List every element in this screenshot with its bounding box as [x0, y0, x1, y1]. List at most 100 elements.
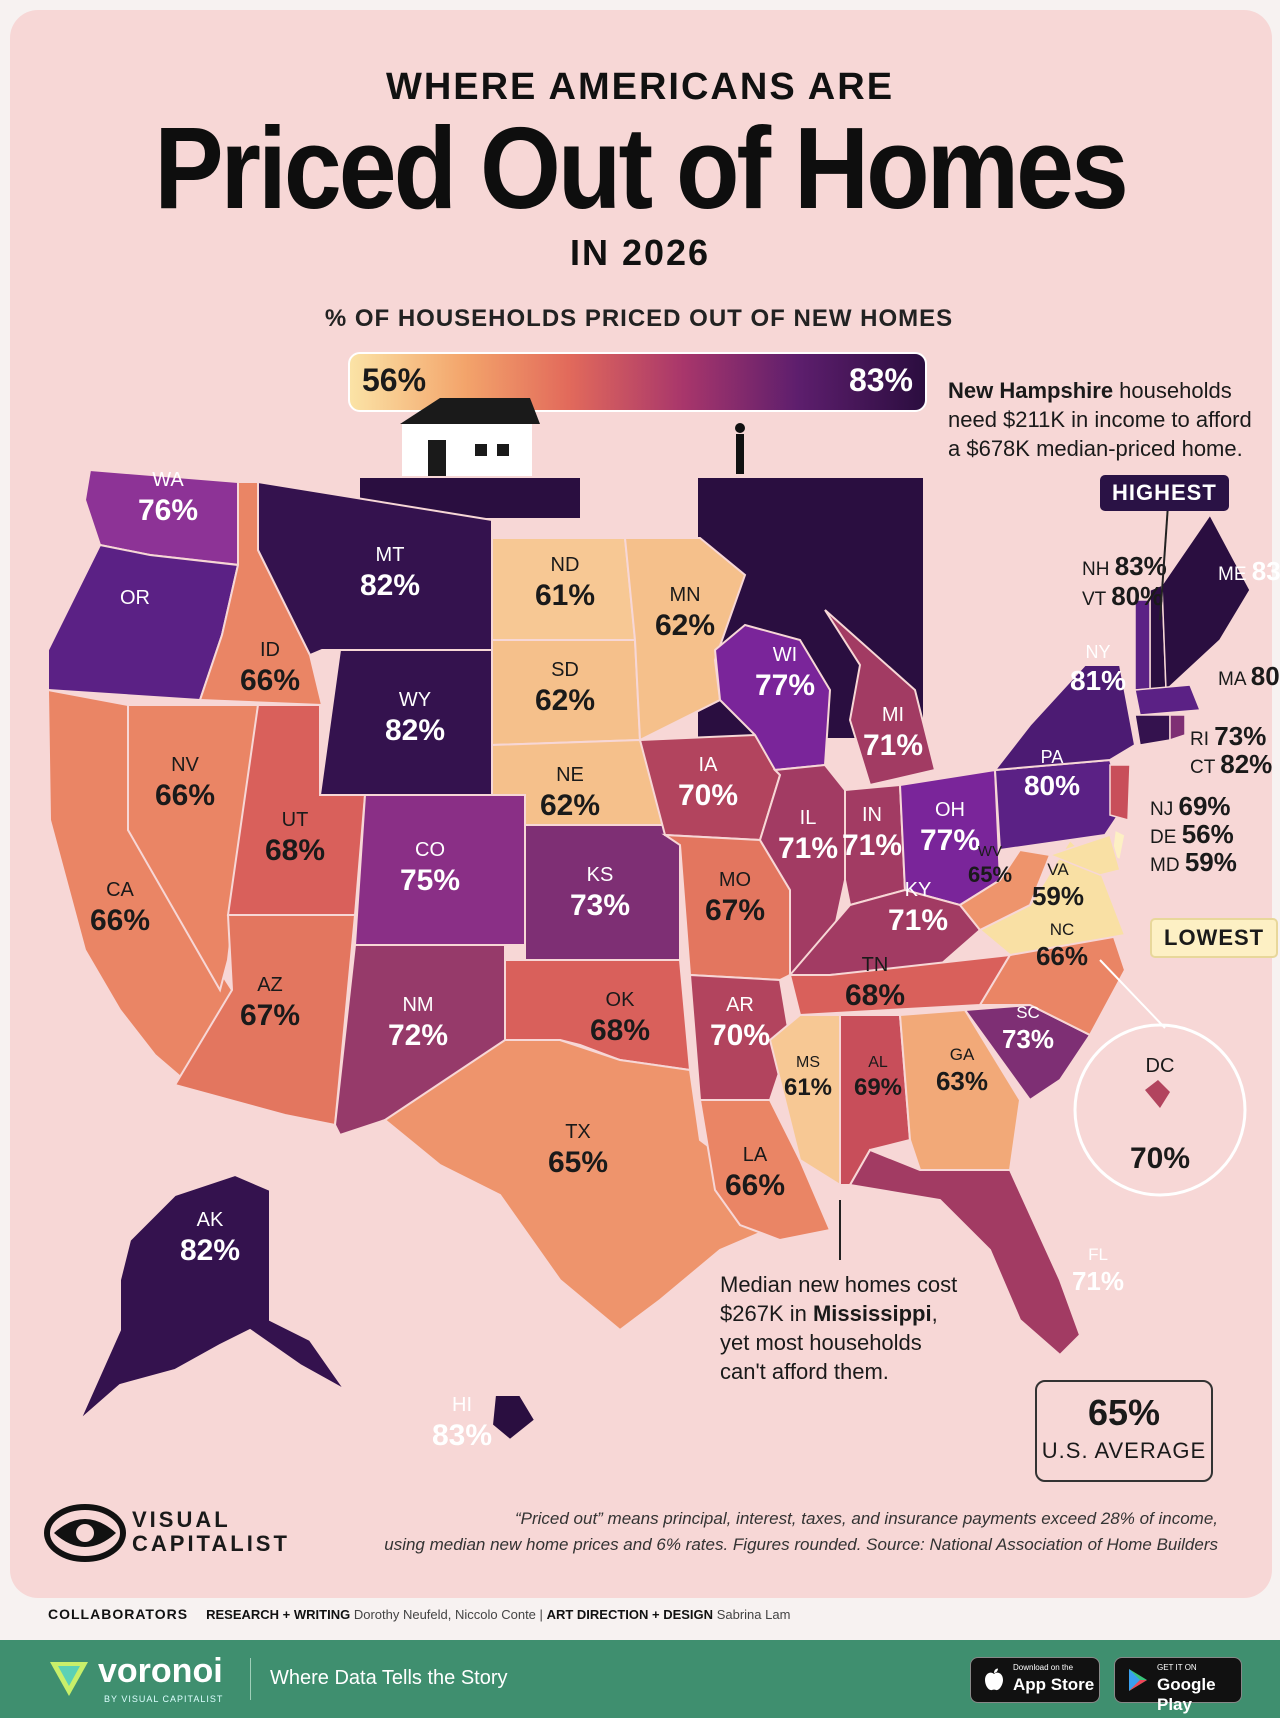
us-average-value: 65%	[1087, 1392, 1161, 1433]
ms-callout-bold: Mississippi	[812, 1301, 932, 1326]
voronoi-logo-icon	[50, 1662, 88, 1696]
state-value-hi: 83%	[432, 1419, 492, 1452]
state-label-nj: NJ 69%	[1150, 791, 1231, 821]
state-code-ut: UT	[282, 809, 309, 831]
state-code-or: OR	[120, 587, 150, 609]
highest-leader-line	[1159, 504, 1169, 621]
dc-inset	[1073, 959, 1247, 1197]
subtitle: IN 2026	[569, 232, 711, 273]
design-label: ART DIRECTION + DESIGN	[546, 1607, 714, 1622]
design-names: Sabrina Lam	[716, 1607, 791, 1622]
state-code-ar: AR	[726, 994, 754, 1016]
footnote-line1: “Priced out” means principal, interest, …	[514, 1509, 1218, 1528]
state-code-tx: TX	[565, 1121, 591, 1143]
legend-max: 83%	[848, 362, 913, 398]
state-value-tx: 65%	[548, 1146, 608, 1179]
state-nv	[127, 704, 260, 993]
state-code-il: IL	[800, 807, 817, 829]
footer-divider	[250, 1658, 251, 1700]
state-code-ny: NY	[1085, 642, 1110, 662]
state-value-nd: 61%	[535, 579, 595, 612]
dc-shape	[1145, 1080, 1170, 1108]
state-value-ga: 63%	[936, 1066, 988, 1096]
page-title: Priced Out of Homes	[154, 103, 1129, 234]
state-value-va: 59%	[1032, 881, 1084, 911]
footer-tagline: Where Data Tells the Story	[270, 1667, 508, 1689]
state-code-ia: IA	[699, 754, 719, 776]
google-play-small: GET IT ON	[1157, 1663, 1197, 1672]
state-value-id: 66%	[240, 664, 300, 697]
state-code-ks: KS	[587, 864, 614, 886]
state-fl	[848, 1148, 1082, 1357]
state-ri	[1169, 714, 1186, 742]
state-code-sc: SC	[1016, 1003, 1040, 1022]
nh-callout-text: households need $211K in income to affor…	[948, 378, 1252, 461]
app-store-button[interactable]: Download on the App Store	[970, 1657, 1100, 1703]
state-label-de: DE 56%	[1150, 819, 1234, 849]
state-value-ms: 61%	[784, 1074, 832, 1101]
state-value-ia: 70%	[678, 779, 738, 812]
google-play-icon	[1129, 1669, 1147, 1691]
state-label-vt: VT 80%	[1082, 581, 1163, 611]
state-label-ct: CT 82%	[1190, 749, 1272, 779]
state-label-me: ME 83%	[1218, 556, 1280, 586]
state-value-tn: 68%	[845, 979, 905, 1012]
state-code-pa: PA	[1041, 747, 1064, 767]
state-hi	[490, 1394, 537, 1442]
state-value-az: 67%	[240, 999, 300, 1032]
state-value-wi: 77%	[755, 669, 815, 702]
us-average-box: 65% U.S. AVERAGE	[1035, 1380, 1213, 1482]
state-code-wi: WI	[773, 644, 797, 666]
state-code-la: LA	[743, 1144, 768, 1166]
footnote-line2: using median new home prices and 6% rate…	[384, 1535, 1218, 1554]
highest-tag: HIGHEST	[1100, 475, 1229, 511]
state-value-wy: 82%	[385, 714, 445, 747]
state-value-mi: 71%	[863, 729, 923, 762]
state-value-ky: 71%	[888, 904, 948, 937]
google-play-button[interactable]: GET IT ON Google Play	[1114, 1657, 1242, 1714]
state-code-wv: WV	[978, 843, 1002, 860]
state-code-mo: MO	[719, 869, 751, 891]
state-code-tn: TN	[862, 954, 889, 976]
state-label-md: MD 59%	[1150, 847, 1237, 877]
state-code-ga: GA	[950, 1045, 975, 1064]
brand-line1: VISUAL	[132, 1507, 231, 1532]
state-mi	[824, 609, 937, 787]
state-code-hi: HI	[452, 1394, 472, 1416]
state-vt	[1134, 599, 1151, 691]
state-value-il: 71%	[778, 832, 838, 865]
state-code-id: ID	[260, 639, 280, 661]
state-ak	[79, 1173, 346, 1421]
legend-min: 56%	[362, 362, 427, 398]
state-value-la: 66%	[725, 1169, 785, 1202]
ms-callout-a: Median new homes cost $267K in	[720, 1272, 958, 1326]
state-value-mt: 82%	[360, 569, 420, 602]
state-code-ak: AK	[197, 1209, 224, 1231]
state-value-mo: 67%	[705, 894, 765, 927]
us-average-label: U.S. AVERAGE	[1041, 1438, 1207, 1463]
supertitle: WHERE AMERICANS ARE	[385, 66, 895, 108]
state-value-wa: 76%	[138, 494, 198, 527]
state-value-fl: 71%	[1072, 1266, 1124, 1296]
state-value-sd: 62%	[535, 684, 595, 717]
voronoi-subline: BY VISUAL CAPITALIST	[104, 1694, 224, 1704]
app-store-small: Download on the	[1013, 1663, 1074, 1672]
legend-title: % OF HOUSEHOLDS PRICED OUT OF NEW HOMES	[324, 305, 954, 332]
nh-callout: New Hampshire households need $211K in i…	[948, 376, 1268, 463]
state-code-al: AL	[868, 1054, 888, 1071]
state-code-co: CO	[415, 839, 445, 861]
state-value-ok: 68%	[590, 1014, 650, 1047]
state-me	[1161, 513, 1251, 692]
collaborators-label: COLLABORATORS	[48, 1606, 189, 1622]
state-value-nv: 66%	[155, 779, 215, 812]
apple-icon	[985, 1668, 1003, 1691]
collaborators: COLLABORATORS RESEARCH + WRITING Dorothy…	[48, 1606, 790, 1622]
state-ct	[1134, 714, 1171, 746]
state-code-mn: MN	[669, 584, 700, 606]
ms-callout: Median new homes cost $267K in Mississip…	[720, 1270, 970, 1386]
state-value-oh: 77%	[920, 824, 980, 857]
state-value-sc: 73%	[1002, 1024, 1054, 1054]
state-value-in: 71%	[842, 829, 902, 862]
state-value-nm: 72%	[388, 1019, 448, 1052]
state-code-mi: MI	[882, 704, 904, 726]
